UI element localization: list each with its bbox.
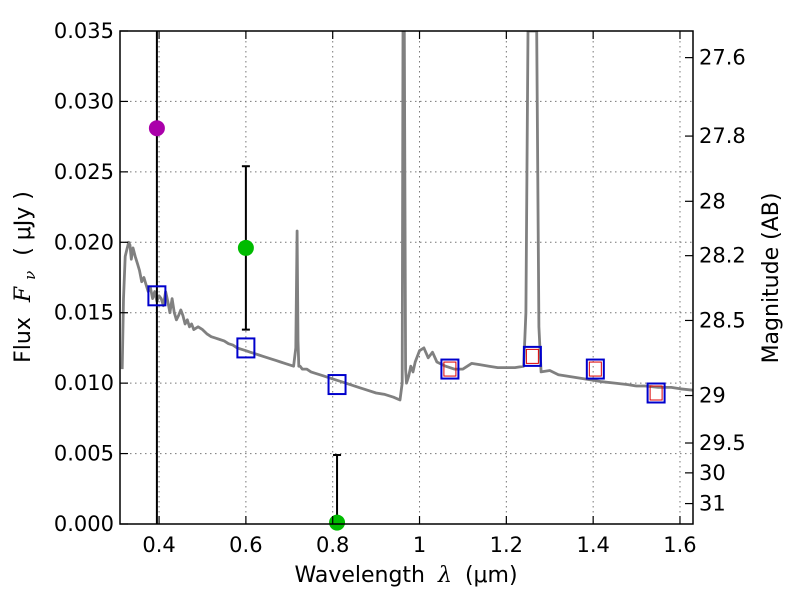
mag-tick-label: 31	[699, 492, 726, 516]
model-box	[236, 337, 256, 359]
y-tick-label: 0.035	[54, 19, 114, 43]
model-box	[646, 382, 666, 404]
mag-tick-label: 27.6	[699, 46, 746, 70]
model-box-inner	[525, 348, 539, 364]
x-axis-label: Wavelength λ (μm)	[294, 563, 517, 588]
y-axis-label: Flux F ν ( μJy )	[11, 191, 41, 363]
mag-tick-label: 29.5	[699, 431, 746, 455]
observed-photometry	[148, 120, 346, 531]
mag-tick-label: 28.2	[699, 244, 746, 268]
y-tick-label: 0.010	[54, 371, 114, 395]
model-box-inner	[588, 361, 602, 377]
model-box-inner	[443, 361, 457, 377]
mag-tick-label: 27.8	[699, 124, 746, 148]
sed-spectrum-line	[120, 31, 693, 402]
observed-point-V	[237, 239, 254, 256]
y-axis-label-symbol: F	[11, 286, 36, 303]
x-tick-label: 1.2	[490, 533, 523, 557]
y-axis-label-text: Flux	[11, 317, 36, 363]
model-box	[440, 358, 460, 380]
mag-tick-label: 30	[699, 461, 726, 485]
mag-tick-label: 29	[699, 384, 726, 408]
y-tick-label: 0.025	[54, 160, 114, 184]
model-photometry	[147, 285, 666, 404]
ticks: 0.4 0.6 0.8 1 1.2 1.4 1.6 0.000 0.005 0.010 0.015 0…	[54, 19, 746, 557]
y-axis-label-subscript: ν	[21, 271, 39, 280]
model-box	[585, 358, 605, 380]
sed-layer	[120, 31, 693, 402]
observed-point-UV	[148, 120, 165, 137]
x-axis-label-text: Wavelength	[294, 563, 425, 588]
x-tick-label: 1.6	[663, 533, 696, 557]
model-box	[327, 374, 347, 396]
x-tick-label: 0.8	[316, 533, 349, 557]
y2-axis-label: Magnitude (AB)	[759, 193, 784, 364]
x-axis-label-unit: (μm)	[465, 563, 518, 588]
error-bars	[155, 31, 342, 524]
mag-tick-label: 28	[699, 189, 726, 213]
y-axis-label-unit: ( μJy )	[11, 191, 36, 256]
x-tick-label: 1	[413, 533, 426, 557]
observed-point-I	[329, 514, 346, 531]
model-box	[522, 345, 542, 367]
y-tick-label: 0.020	[54, 230, 114, 254]
model-box	[147, 285, 167, 307]
x-tick-label: 0.6	[229, 533, 262, 557]
x-axis-label-symbol: λ	[437, 563, 452, 588]
x-tick-label: 0.4	[142, 533, 175, 557]
x-tick-label: 1.4	[576, 533, 609, 557]
mag-tick-label: 28.5	[699, 308, 746, 332]
y-tick-label: 0.005	[54, 442, 114, 466]
grid	[120, 31, 693, 524]
y-tick-label: 0.030	[54, 89, 114, 113]
y-tick-label: 0.000	[54, 512, 114, 536]
model-box-inner	[649, 385, 663, 401]
y-tick-label: 0.015	[54, 301, 114, 325]
plot-frame	[119, 30, 694, 525]
